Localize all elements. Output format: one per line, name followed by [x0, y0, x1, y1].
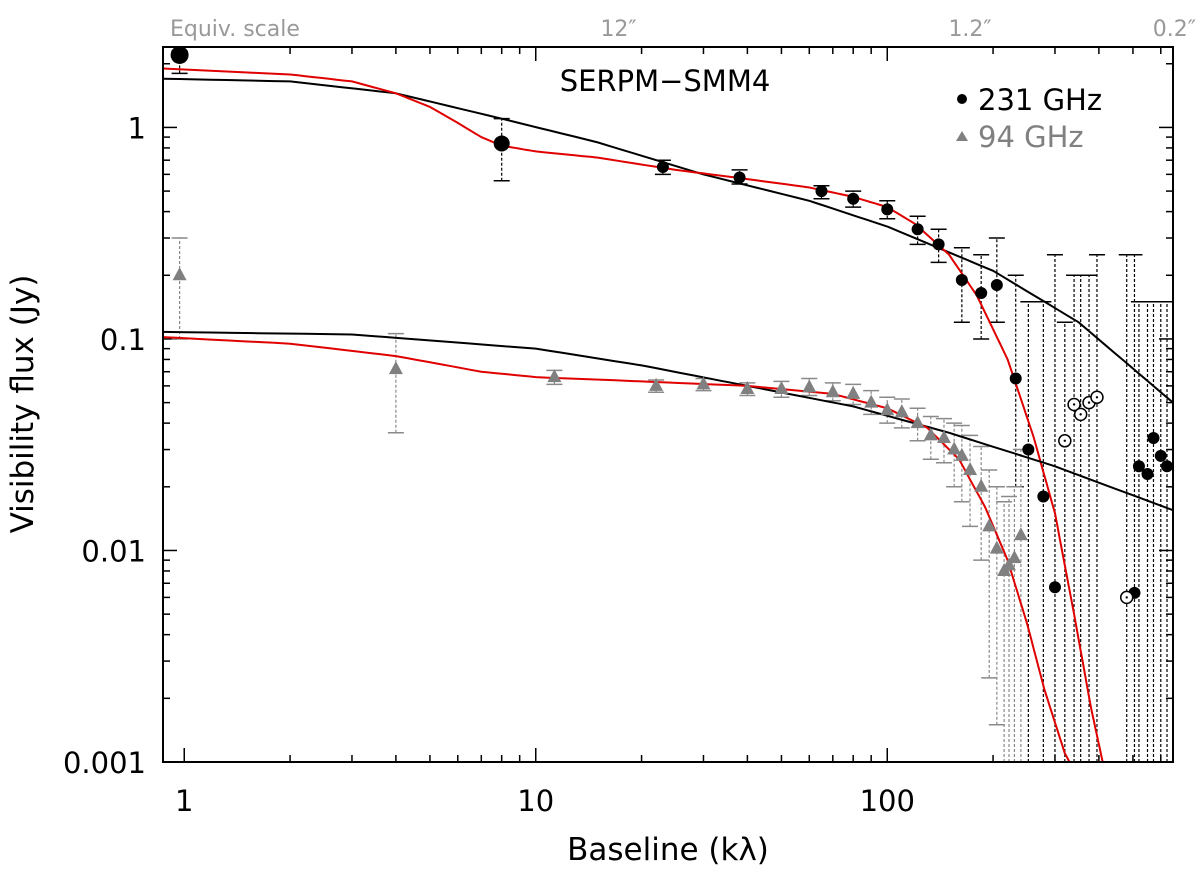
- data-point-231ghz: [1147, 432, 1160, 445]
- data-point-231ghz: [733, 171, 746, 184]
- data-point-231ghz: [990, 278, 1003, 291]
- model-curve-2: [163, 330, 1173, 512]
- y-axis-label: Visibility flux (Jy): [5, 275, 41, 534]
- data-point-231ghz: [1154, 449, 1167, 462]
- data-point-94ghz: [864, 394, 879, 408]
- x-axis-label: Baseline (kλ): [567, 832, 769, 868]
- data-point-231ghz: [170, 47, 189, 64]
- data-point-94ghz: [1007, 550, 1022, 564]
- y-tick-label: 0.001: [63, 746, 146, 780]
- data-markers: [170, 47, 1173, 605]
- data-point-231ghz: [932, 238, 945, 251]
- data-point-94ghz: [880, 402, 895, 416]
- data-point-94ghz: [825, 384, 840, 398]
- top-axis-label: Equiv. scale: [170, 17, 300, 42]
- data-point-231ghz: [1022, 443, 1035, 456]
- data-point-94ghz: [894, 404, 909, 418]
- data-point-94ghz: [989, 540, 1004, 554]
- data-point-231ghz: [1048, 581, 1061, 594]
- y-tick-labels: 0.001 0.01 0.1 1: [63, 111, 146, 780]
- top-axis-tick-label: 1.2″: [948, 17, 991, 42]
- data-point-94ghz: [846, 385, 861, 399]
- data-point-94ghz: [947, 441, 962, 455]
- top-axis: Equiv. scale 12″ 1.2″ 0.2″: [170, 17, 1196, 42]
- top-axis-tick-label: 12″: [600, 17, 636, 42]
- data-point-center: [1095, 396, 1099, 399]
- data-point-94ghz: [388, 361, 403, 375]
- axis-ticks: [163, 47, 1173, 763]
- x-tick-label: 100: [860, 784, 915, 818]
- legend-marker-231-ghz: [957, 94, 967, 104]
- data-point-center: [1063, 439, 1067, 442]
- data-point-231ghz: [975, 286, 988, 299]
- data-point-231ghz: [1009, 372, 1022, 385]
- data-point-231ghz: [1132, 460, 1145, 473]
- x-tick-labels: 1 10 100: [175, 784, 915, 818]
- data-point-231ghz: [1141, 467, 1154, 480]
- plot-frame: [162, 46, 1174, 763]
- data-point-231ghz: [1161, 460, 1173, 473]
- y-tick-label: 0.01: [81, 534, 146, 568]
- data-point-94ghz: [1002, 557, 1017, 571]
- data-point-center: [1125, 596, 1128, 599]
- data-point-94ghz: [963, 462, 978, 476]
- model-curves: [163, 67, 1173, 762]
- data-point-231ghz: [955, 273, 968, 286]
- plot-area: [163, 47, 1173, 762]
- data-point-center: [1087, 401, 1091, 404]
- data-point-94ghz: [774, 380, 789, 394]
- data-point-231ghz: [847, 192, 860, 205]
- data-point-94ghz: [649, 377, 664, 391]
- top-axis-tick-label: 0.2″: [1153, 17, 1196, 42]
- y-tick-label: 1: [128, 111, 146, 145]
- legend-label-94-ghz: 94 GHz: [978, 120, 1084, 154]
- legend-label-231-ghz: 231 GHz: [978, 83, 1102, 117]
- legend-marker-94-ghz: [956, 131, 968, 141]
- y-tick-label: 0.1: [100, 323, 146, 357]
- x-tick-label: 1: [175, 784, 193, 818]
- data-point-94ghz: [547, 369, 562, 383]
- data-point-center: [1072, 403, 1076, 406]
- data-point-231ghz: [1037, 490, 1050, 503]
- top-axis-ticks: 12″ 1.2″ 0.2″: [600, 17, 1196, 42]
- data-point-94ghz: [1013, 527, 1028, 541]
- data-point-94ghz: [172, 267, 187, 281]
- data-point-94ghz: [974, 478, 989, 492]
- data-point-231ghz: [911, 223, 924, 236]
- data-point-94ghz: [982, 518, 997, 532]
- model-curve-3: [163, 336, 1071, 762]
- data-point-94ghz: [910, 415, 925, 429]
- data-point-center: [1079, 413, 1082, 416]
- data-point-94ghz: [936, 430, 951, 444]
- data-point-94ghz: [923, 427, 938, 441]
- data-point-94ghz: [802, 379, 817, 393]
- data-point-94ghz: [954, 447, 969, 461]
- model-curve-1: [163, 67, 1104, 762]
- data-point-231ghz: [656, 160, 669, 173]
- x-tick-label: 10: [517, 784, 554, 818]
- data-point-94ghz: [740, 380, 755, 394]
- data-point-231ghz: [815, 185, 828, 198]
- data-point-231ghz: [493, 135, 510, 152]
- data-point-231ghz: [881, 203, 894, 216]
- chart-title: SERPM−SMM4: [560, 64, 771, 98]
- legend: 231 GHz 94 GHz: [956, 83, 1102, 154]
- data-point-94ghz: [696, 376, 711, 390]
